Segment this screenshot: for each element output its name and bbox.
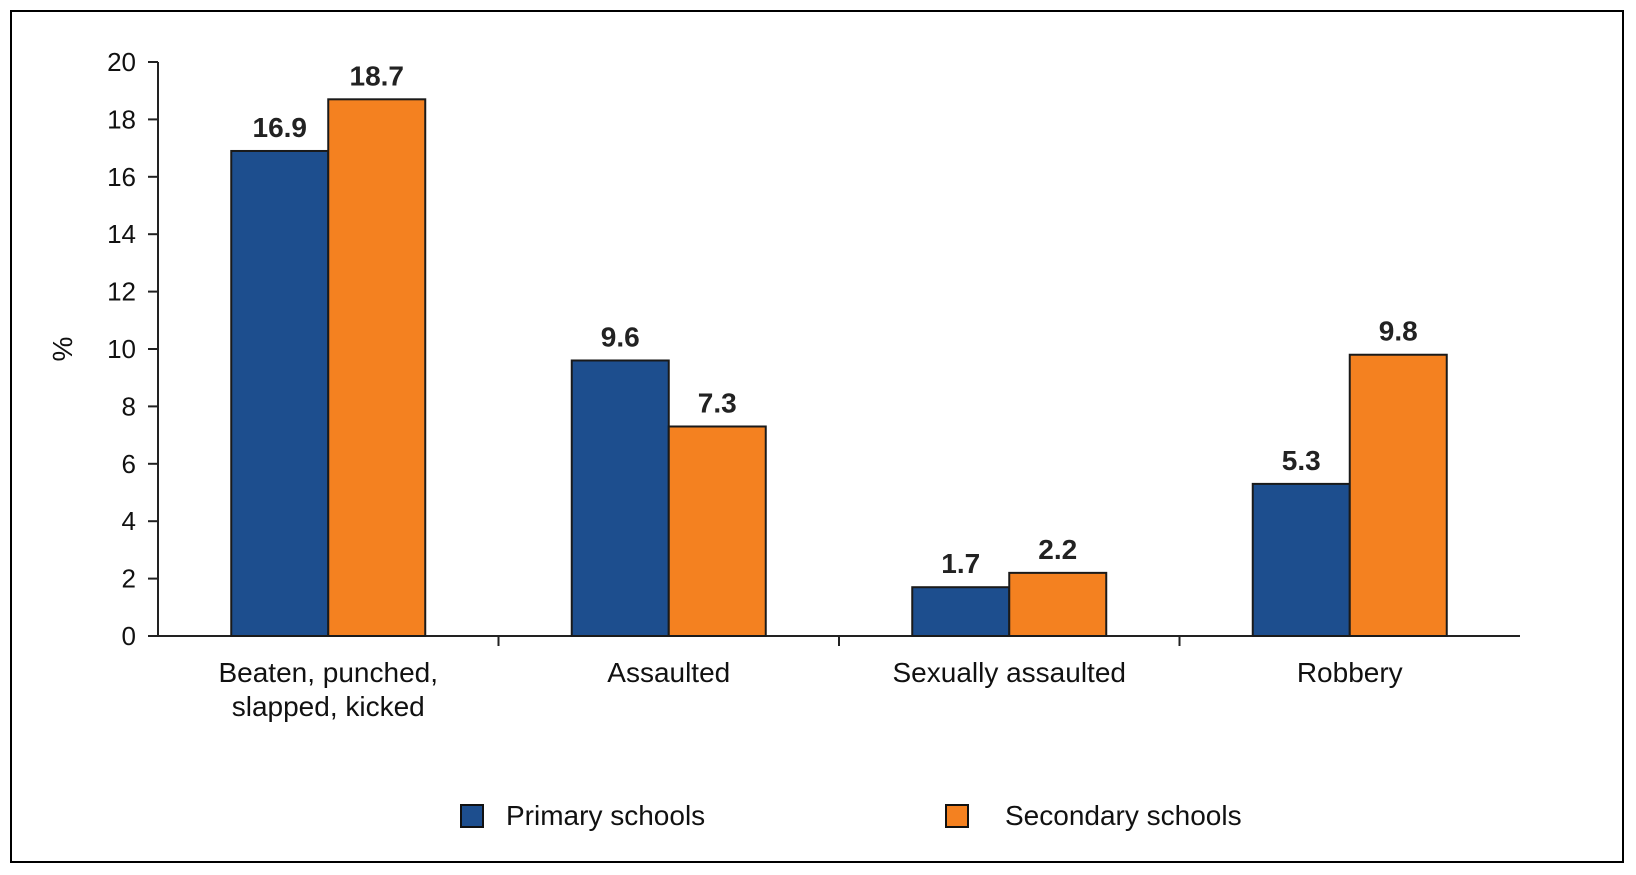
y-tick-label: 12 xyxy=(107,277,136,307)
legend-label-primary: Primary schools xyxy=(506,800,706,831)
y-tick-label: 4 xyxy=(122,506,136,536)
y-axis-label: % xyxy=(47,337,78,362)
y-tick-label: 20 xyxy=(107,47,136,77)
x-category-label: Assaulted xyxy=(607,657,730,688)
legend-swatch-secondary xyxy=(945,804,969,828)
bar-secondary xyxy=(1008,571,1108,637)
data-label: 2.2 xyxy=(1038,534,1077,565)
y-tick-label: 14 xyxy=(107,219,136,249)
y-tick-label: 16 xyxy=(107,162,136,192)
y-tick-label: 10 xyxy=(107,334,136,364)
data-label: 9.6 xyxy=(601,321,640,352)
y-tick-label: 0 xyxy=(122,621,136,651)
data-label: 16.9 xyxy=(253,112,308,143)
data-label: 9.8 xyxy=(1379,316,1418,347)
y-tick-label: 18 xyxy=(107,104,136,134)
data-label: 7.3 xyxy=(698,387,737,418)
bar-secondary xyxy=(327,98,427,637)
bar-secondary xyxy=(667,425,767,637)
data-label: 1.7 xyxy=(941,548,980,579)
x-category-label: Robbery xyxy=(1297,657,1403,688)
data-label: 18.7 xyxy=(350,60,405,91)
legend-item-secondary: Secondary schools xyxy=(945,800,1242,832)
data-label: 5.3 xyxy=(1282,445,1321,476)
legend-swatch-primary xyxy=(460,804,484,828)
legend-label-secondary: Secondary schools xyxy=(1005,800,1242,831)
bar-primary xyxy=(911,586,1011,638)
bar-primary xyxy=(230,149,330,637)
y-tick-label: 2 xyxy=(122,564,136,594)
x-category-label: slapped, kicked xyxy=(232,691,425,722)
bar-primary xyxy=(1251,482,1351,638)
legend-item-primary: Primary schools xyxy=(460,800,705,832)
x-category-label: Sexually assaulted xyxy=(893,657,1126,688)
bar-secondary xyxy=(1348,353,1448,637)
chart-frame xyxy=(10,10,1624,863)
x-category-label: Beaten, punched, xyxy=(218,657,438,688)
y-tick-label: 8 xyxy=(122,391,136,421)
bar-primary xyxy=(570,359,670,637)
y-tick-label: 6 xyxy=(122,449,136,479)
